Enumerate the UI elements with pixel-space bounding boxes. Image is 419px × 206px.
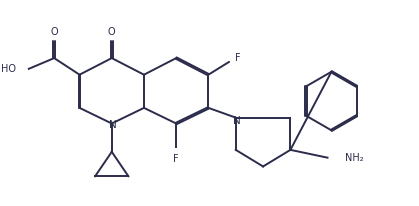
Text: O: O — [108, 27, 116, 37]
Text: N: N — [233, 116, 241, 126]
Text: O: O — [50, 27, 58, 37]
Text: F: F — [235, 53, 241, 63]
Text: HO: HO — [1, 64, 16, 74]
Text: N: N — [109, 121, 116, 130]
Text: F: F — [173, 154, 179, 164]
Text: NH₂: NH₂ — [345, 153, 364, 163]
